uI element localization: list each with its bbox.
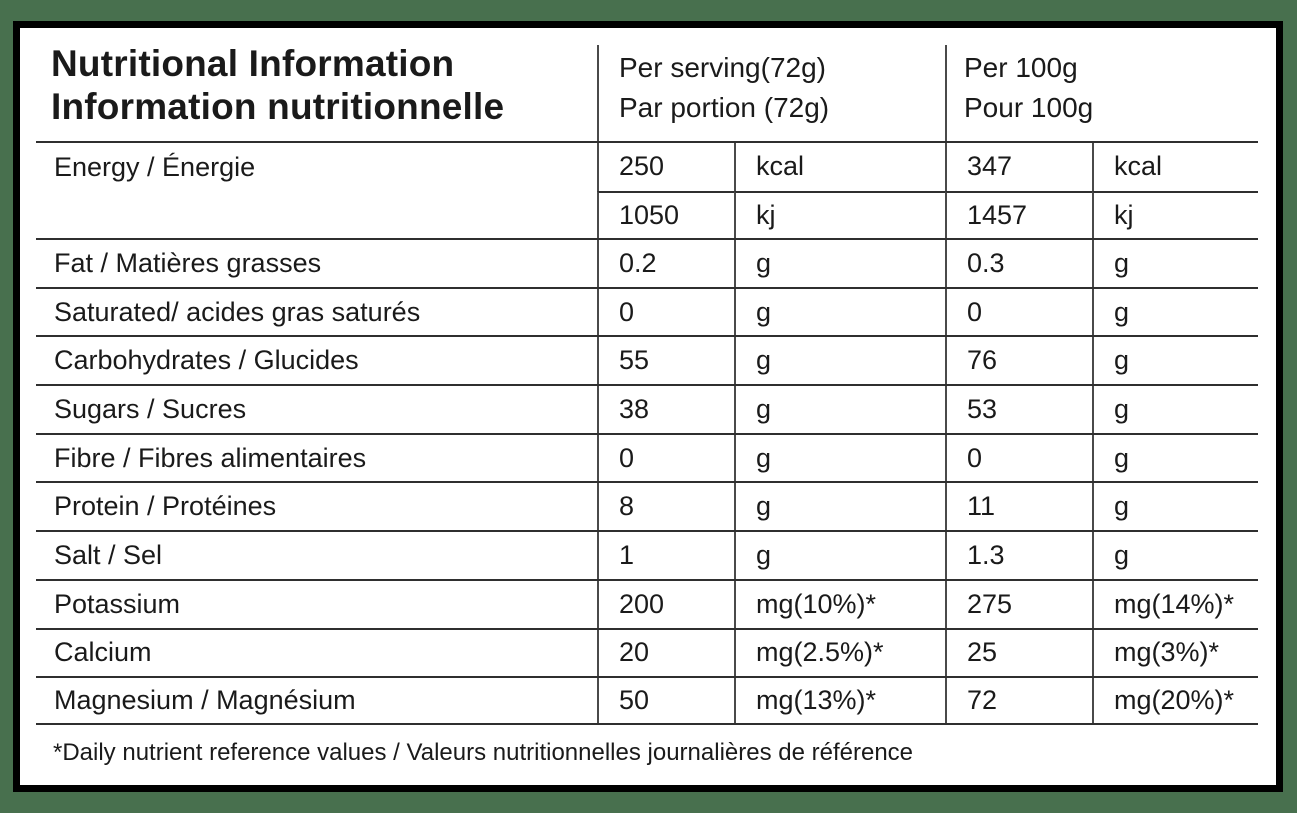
table-row-sugars: Sugars / Sucres 38 g 53 g xyxy=(36,384,1258,433)
per100-unit: g xyxy=(1092,434,1258,482)
per100-value: 275 xyxy=(945,580,1092,628)
per100-value: 0 xyxy=(945,288,1092,336)
serving-value: 20 xyxy=(597,629,734,677)
serving-value: 250 xyxy=(597,143,734,191)
row-label: Energy / Énergie xyxy=(54,152,256,182)
nutrition-table: Nutritional Information Information nutr… xyxy=(36,28,1258,767)
per-serving-label-en: Per serving(72g) xyxy=(619,51,826,83)
per100-unit: g xyxy=(1092,386,1258,433)
serving-unit: g xyxy=(734,532,945,579)
row-label: Fibre / Fibres alimentaires xyxy=(54,442,367,473)
serving-unit: kcal xyxy=(734,143,945,191)
serving-unit: g xyxy=(734,337,945,385)
per100-unit: g xyxy=(1092,337,1258,385)
serving-value: 1050 xyxy=(597,190,734,238)
per100-unit: kj xyxy=(1092,190,1258,238)
row-label: Protein / Protéines xyxy=(54,491,277,522)
table-row-potassium: Potassium 200 mg(10%)* 275 mg(14%)* xyxy=(36,578,1258,628)
per100-unit: g xyxy=(1092,483,1258,531)
serving-value: 8 xyxy=(597,483,734,531)
serving-value: 200 xyxy=(597,580,734,628)
table-row-salt: Salt / Sel 1 g 1.3 g xyxy=(36,530,1258,579)
table-row-magnesium: Magnesium / Magnésium 50 mg(13%)* 72 mg(… xyxy=(36,676,1258,725)
per100-value: 53 xyxy=(945,386,1092,433)
row-label: Magnesium / Magnésium xyxy=(54,685,356,716)
per100-unit: g xyxy=(1092,532,1258,579)
table-row-fibre: Fibre / Fibres alimentaires 0 g 0 g xyxy=(36,432,1258,482)
table-row-fat: Fat / Matières grasses 0.2 g 0.3 g xyxy=(36,238,1258,287)
serving-value: 50 xyxy=(597,678,734,723)
header-divider-100g xyxy=(945,45,947,141)
table-row-protein: Protein / Protéines 8 g 11 g xyxy=(36,481,1258,531)
per-100g-label-fr: Pour 100g xyxy=(964,91,1094,123)
serving-unit: g xyxy=(734,288,945,336)
serving-unit: g xyxy=(734,483,945,531)
row-label: Salt / Sel xyxy=(54,539,163,570)
serving-unit: mg(2.5%)* xyxy=(734,629,945,677)
per100-value: 347 xyxy=(945,143,1092,191)
row-label: Carbohydrates / Glucides xyxy=(54,345,359,376)
table-title-fr: Information nutritionnelle xyxy=(51,86,505,128)
nutrition-label-card: Nutritional Information Information nutr… xyxy=(13,21,1283,792)
per-100g-label-en: Per 100g xyxy=(964,51,1078,83)
daily-reference-footnote: *Daily nutrient reference values / Valeu… xyxy=(53,738,914,766)
serving-value: 0 xyxy=(597,434,734,482)
row-label: Potassium xyxy=(54,588,181,619)
per100-value: 1457 xyxy=(945,190,1092,238)
serving-value: 55 xyxy=(597,337,734,385)
per100-value: 76 xyxy=(945,337,1092,385)
serving-unit: mg(10%)* xyxy=(734,580,945,628)
per100-unit: kcal xyxy=(1092,143,1258,191)
table-row-calcium: Calcium 20 mg(2.5%)* 25 mg(3%)* xyxy=(36,627,1258,677)
table-row-saturated: Saturated/ acides gras saturés 0 g 0 g xyxy=(36,286,1258,336)
per100-unit: mg(3%)* xyxy=(1092,629,1258,677)
table-row-energy: Energy / Énergie 250 kcal 347 kcal 1050 … xyxy=(36,141,1258,238)
serving-value: 0 xyxy=(597,288,734,336)
serving-unit: mg(13%)* xyxy=(734,678,945,723)
per100-value: 72 xyxy=(945,678,1092,723)
per100-value: 11 xyxy=(945,483,1092,531)
per-serving-label-fr: Par portion (72g) xyxy=(619,91,830,123)
row-label: Saturated/ acides gras saturés xyxy=(54,296,421,327)
row-label: Sugars / Sucres xyxy=(54,393,247,424)
serving-value: 38 xyxy=(597,386,734,433)
table-row-carbohydrates: Carbohydrates / Glucides 55 g 76 g xyxy=(36,335,1258,385)
serving-unit: g xyxy=(734,386,945,433)
per100-value: 25 xyxy=(945,629,1092,677)
per100-unit: g xyxy=(1092,288,1258,336)
per100-value: 0.3 xyxy=(945,240,1092,287)
per100-unit: g xyxy=(1092,240,1258,287)
serving-unit: g xyxy=(734,240,945,287)
column-header-per-100g: Per 100g Pour 100g xyxy=(945,28,1258,141)
serving-unit: kj xyxy=(734,190,945,238)
per100-value: 1.3 xyxy=(945,532,1092,579)
table-header: Nutritional Information Information nutr… xyxy=(36,28,1258,141)
row-label: Calcium xyxy=(54,637,152,668)
table-title: Nutritional Information Information nutr… xyxy=(36,28,597,141)
header-divider-serving xyxy=(597,45,599,141)
per100-unit: mg(14%)* xyxy=(1092,580,1258,628)
per100-value: 0 xyxy=(945,434,1092,482)
serving-unit: g xyxy=(734,434,945,482)
row-label: Fat / Matières grasses xyxy=(54,247,322,278)
column-header-per-serving: Per serving(72g) Par portion (72g) xyxy=(597,28,945,141)
per100-unit: mg(20%)* xyxy=(1092,678,1258,723)
serving-value: 0.2 xyxy=(597,240,734,287)
table-title-en: Nutritional Information xyxy=(51,43,455,84)
serving-value: 1 xyxy=(597,532,734,579)
